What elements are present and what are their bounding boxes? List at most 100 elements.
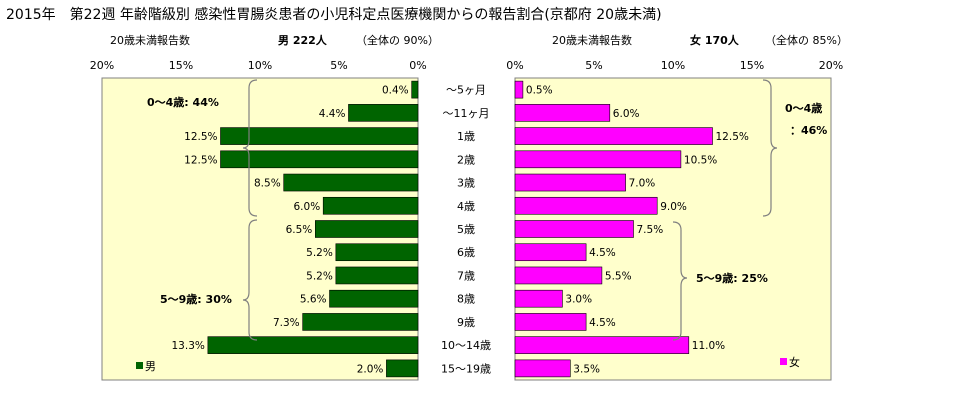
female-axis-tick: 10% [661, 59, 685, 72]
category-label: 3歳 [457, 177, 475, 190]
female-header-main: 女 170人 [690, 33, 740, 47]
male-bar-label: 12.5% [184, 154, 217, 166]
male-bar [335, 266, 419, 285]
male-header-count-label: 20歳未満報告数 [110, 34, 190, 47]
female-bar-label: 3.5% [573, 363, 600, 375]
female-bar [514, 104, 611, 122]
male-bar-label: 6.0% [294, 201, 321, 213]
female-0-4-annotation-line2: ：46% [790, 124, 827, 137]
female-axis-tick: 0% [506, 59, 523, 72]
female-axis-tick: 5% [585, 59, 602, 72]
female-bar-label: 9.0% [660, 201, 687, 213]
female-bar [514, 243, 587, 262]
male-5-9-brace [242, 219, 258, 341]
female-bar-label: 4.5% [589, 247, 616, 259]
category-labels: ～5ヶ月 ～11ヶ月 1歳 2歳 3歳 4歳 5歳 6歳 7歳 8歳 9歳 10～14歳 15～19歳 [441, 84, 491, 376]
male-axis-tick: 0% [409, 59, 426, 72]
male-header-total: （全体の 90%） [356, 33, 439, 47]
male-bar-label: 8.5% [254, 178, 281, 190]
male-axis-ticks: 20% 15% 10% 5% 0% [90, 59, 427, 72]
male-bar-label: 4.4% [319, 108, 346, 120]
female-bar [514, 359, 571, 378]
category-label: 10～14歳 [441, 339, 491, 352]
category-label: 9歳 [457, 316, 475, 329]
category-label: 1歳 [457, 130, 475, 143]
male-bar [329, 289, 419, 308]
male-bar-label: 0.4% [382, 85, 409, 97]
female-header-total: （全体の 85%） [765, 33, 848, 47]
chart-title: 2015年 第22週 年齢階級別 感染性胃腸炎患者の小児科定点医療機関からの報告… [6, 6, 662, 23]
category-label: 7歳 [457, 269, 475, 282]
female-bar [514, 173, 626, 192]
female-axis-ticks: 0% 5% 10% 15% 20% [506, 59, 843, 72]
male-bar-label: 12.5% [184, 131, 217, 143]
male-axis-tick: 20% [90, 59, 114, 72]
female-bar [514, 313, 587, 331]
female-bar-label: 3.0% [565, 294, 592, 306]
female-bar [514, 289, 563, 308]
male-bar [314, 220, 419, 238]
female-header-count-label: 20歳未満報告数 [552, 34, 632, 47]
female-bar-label: 10.5% [684, 154, 717, 166]
category-label: ～11ヶ月 [443, 107, 490, 120]
female-5-9-annotation: 5～9歳: 25% [696, 271, 768, 285]
female-bar [514, 127, 713, 145]
female-0-4-brace [762, 79, 778, 217]
male-bar [386, 359, 419, 378]
male-bar-label: 5.6% [300, 294, 327, 306]
female-bar-label: 4.5% [589, 317, 616, 329]
female-axis-tick: 20% [819, 59, 843, 72]
male-bar [220, 127, 419, 145]
male-bar [220, 150, 419, 169]
male-legend-swatch [136, 362, 143, 369]
male-bar [411, 80, 419, 99]
male-bar [207, 336, 419, 354]
female-bars: 0.5% 6.0% 12.5% 10.5% 7.0% 9.0% 7.5% 4.5% 5.5% 3.… [514, 80, 749, 378]
male-bar-label: 6.5% [286, 224, 313, 236]
female-bar-label: 0.5% [526, 85, 553, 97]
female-bar [514, 336, 690, 354]
female-legend-label: 女 [789, 355, 800, 369]
category-label: 6歳 [457, 246, 475, 259]
female-0-4-annotation-line1: 0～4歳 [785, 101, 822, 115]
female-bar-label: 7.0% [629, 178, 656, 190]
female-bar-label: 12.5% [716, 131, 749, 143]
category-label: 8歳 [457, 293, 475, 306]
male-header-main: 男 222人 [278, 33, 328, 47]
male-legend-label: 男 [145, 360, 156, 373]
male-0-4-annotation: 0～4歳: 44% [147, 95, 219, 109]
male-0-4-brace [242, 79, 258, 217]
female-legend-swatch [780, 358, 787, 365]
category-label: 4歳 [457, 200, 475, 213]
category-label: 5歳 [457, 223, 475, 236]
male-bar-label: 5.2% [306, 270, 333, 282]
male-bar-label: 7.3% [273, 317, 300, 329]
female-bar-label: 11.0% [692, 340, 725, 352]
male-axis-tick: 15% [169, 59, 193, 72]
female-5-9-brace [672, 221, 688, 341]
female-bar [514, 266, 603, 285]
male-axis-tick: 10% [248, 59, 272, 72]
category-label: 2歳 [457, 153, 475, 166]
category-label: 15～19歳 [441, 362, 491, 375]
male-axis-tick: 5% [330, 59, 347, 72]
female-bar [514, 196, 658, 215]
category-label: ～5ヶ月 [446, 84, 486, 97]
female-bar-label: 5.5% [605, 270, 632, 282]
male-bar [322, 196, 419, 215]
female-bar-label: 6.0% [613, 108, 640, 120]
male-5-9-annotation: 5～9歳: 30% [160, 292, 232, 306]
male-bar [302, 313, 419, 331]
male-bar [335, 243, 419, 262]
female-bar [514, 80, 524, 99]
male-bar [283, 173, 419, 192]
female-bar [514, 150, 682, 169]
male-bar [348, 104, 419, 122]
male-bars: 0.4% 4.4% 12.5% 12.5% 8.5% 6.0% 6.5% 5.2% 5.2% 5.… [172, 80, 419, 378]
male-bar-label: 2.0% [357, 363, 384, 375]
female-axis-tick: 15% [740, 59, 764, 72]
male-bar-label: 5.2% [306, 247, 333, 259]
female-bar-label: 7.5% [637, 224, 664, 236]
female-bar [514, 220, 634, 238]
